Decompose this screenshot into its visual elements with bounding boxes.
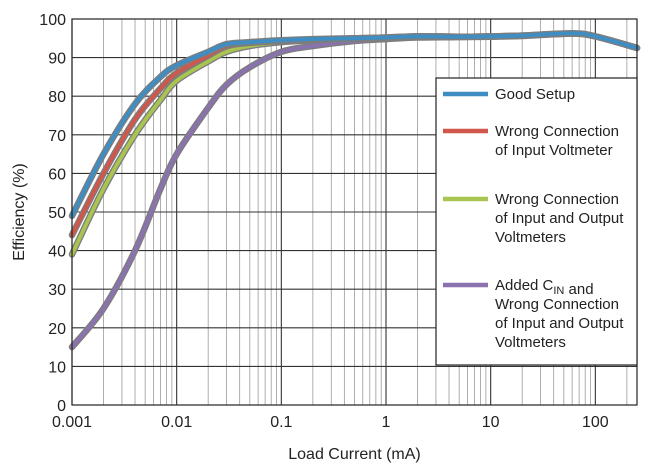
legend-label: Voltmeters xyxy=(495,229,566,246)
legend-label: Wrong Connection xyxy=(495,191,619,208)
y-tick-label: 70 xyxy=(48,128,66,145)
x-tick-label: 0.1 xyxy=(270,414,292,431)
legend-label: of Input and Output xyxy=(495,210,624,227)
y-tick-label: 50 xyxy=(48,205,66,222)
series-lines xyxy=(68,30,641,351)
y-tick-label: 90 xyxy=(48,51,66,68)
legend-label: Voltmeters xyxy=(495,334,566,351)
legend: Good Setup Wrong Connection of Input Voltm… xyxy=(435,77,638,366)
x-tick-label: 10 xyxy=(482,414,500,431)
y-tick-label: 10 xyxy=(48,359,66,376)
x-tick-label: 0.01 xyxy=(161,414,192,431)
legend-label: Wrong Connection xyxy=(495,296,619,313)
y-tick-label: 100 xyxy=(39,12,66,29)
x-axis-title: Load Current (mA) xyxy=(288,446,421,463)
legend-label: Added CIN and xyxy=(495,277,594,298)
y-tick-label: 80 xyxy=(48,89,66,106)
y-tick-label: 60 xyxy=(48,166,66,183)
x-tick-label: 0.001 xyxy=(52,414,92,431)
y-tick-label: 40 xyxy=(48,244,66,261)
legend-box xyxy=(435,77,638,366)
series-line xyxy=(70,31,639,218)
tick-labels: 0.001 0.01 0.1 1 10 100 0 10 20 30 40 50 60 70 80 90 100 xyxy=(39,12,608,431)
y-tick-label: 0 xyxy=(57,398,66,415)
legend-label: Wrong Connection xyxy=(495,123,619,140)
legend-label: Good Setup xyxy=(495,86,575,103)
x-tick-label: 1 xyxy=(382,414,391,431)
y-tick-label: 30 xyxy=(48,282,66,299)
legend-label: of Input and Output xyxy=(495,315,624,332)
legend-label: of Input Voltmeter xyxy=(495,142,613,159)
y-axis-title: Efficiency (%) xyxy=(11,163,28,261)
x-tick-label: 100 xyxy=(582,414,609,431)
y-tick-label: 20 xyxy=(48,321,66,338)
